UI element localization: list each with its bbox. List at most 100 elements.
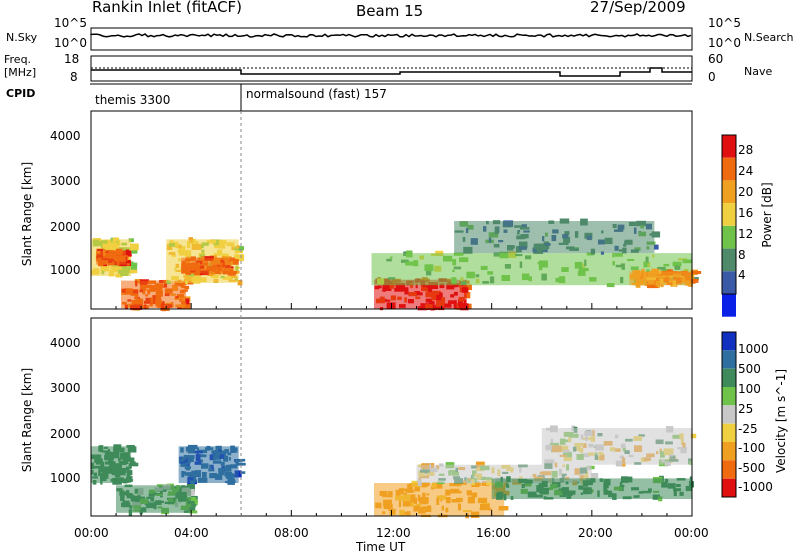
panel-frame-0	[90, 27, 693, 51]
power-cbar-tick-20: 20	[738, 185, 754, 199]
data-cell	[651, 231, 661, 238]
nave-trace	[91, 67, 692, 77]
power-cbar-tick-4: 4	[738, 268, 746, 282]
velocity-cbar-swatch	[722, 332, 736, 351]
data-cell	[230, 259, 239, 265]
data-cell	[187, 501, 195, 504]
data-patch	[178, 446, 239, 483]
data-cell	[690, 278, 699, 283]
power-cbar-swatch	[722, 180, 736, 204]
data-cell	[464, 292, 471, 299]
time-tick-4: 16:00	[476, 526, 511, 540]
velocity-cbar-swatch	[722, 460, 736, 479]
velocity-range-tick-2000: 2000	[50, 427, 81, 441]
data-cell	[130, 245, 136, 249]
noise-tick-left-top: 10^5	[54, 16, 87, 30]
data-cell	[591, 473, 599, 479]
freq-unit-label: [MHz]	[4, 66, 37, 79]
data-patch	[121, 280, 187, 309]
velocity-ylabel: Slant Range [km]	[20, 367, 34, 473]
time-tick-6: 00:00	[674, 526, 709, 540]
power-cbar-frame	[721, 134, 737, 295]
data-cell	[691, 271, 702, 274]
panel-frame-1	[90, 55, 693, 82]
nave-label: Nave	[744, 65, 773, 78]
data-cell	[129, 269, 138, 274]
data-cell	[184, 285, 190, 290]
data-patch	[181, 257, 232, 274]
data-cell	[186, 497, 196, 500]
data-cell	[234, 254, 245, 260]
power-cbar-tick-16: 16	[738, 206, 754, 220]
velocity-heatmap	[91, 425, 697, 519]
data-cell	[191, 504, 197, 507]
cpid-segment-2: normalsound (fast) 157	[246, 87, 387, 101]
time-tick-2: 08:00	[274, 526, 309, 540]
vel-cbar-tick-100: 100	[738, 382, 761, 396]
power-range-tick-1000: 1000	[50, 263, 81, 277]
velocity-cbar-swatch	[722, 387, 736, 406]
nsearch-label: N.Search	[744, 31, 794, 44]
velocity-cbar-frame	[721, 331, 737, 498]
power-range-tick-3000: 3000	[50, 174, 81, 188]
time-tick-3: 12:00	[376, 526, 411, 540]
beam-title: Beam 15	[356, 2, 424, 20]
power-cbar-tick-24: 24	[738, 164, 754, 178]
time-xlabel: Time UT	[356, 540, 406, 554]
vel-cbar-tick-25: 25	[738, 402, 754, 416]
station-title: Rankin Inlet (fitACF)	[92, 0, 243, 16]
power-cbar-tick-28: 28	[738, 143, 754, 157]
power-heatmap	[91, 218, 702, 312]
data-patch	[491, 478, 692, 499]
data-cell	[129, 461, 136, 464]
data-cell	[690, 433, 697, 439]
power-cbar-swatch	[722, 271, 736, 294]
velocity-cbar-label: Velocity [m s^-1]	[774, 368, 788, 474]
velocity-cbar-swatch	[722, 478, 736, 497]
data-cell	[127, 446, 137, 453]
colorbars	[721, 134, 737, 498]
vel-cbar-tick-1000: 1000	[738, 342, 769, 356]
vel-cbar-tick-minus25: -25	[738, 422, 758, 436]
noise-tick-right-bottom: 10^0	[708, 36, 741, 50]
data-patch	[454, 221, 655, 254]
data-cell	[188, 510, 198, 514]
data-cell	[234, 248, 243, 254]
freq-label: Freq.	[4, 53, 32, 66]
time-tick-5: 20:00	[578, 526, 613, 540]
data-cell	[235, 459, 243, 463]
cpid-segment-1: themis 3300	[95, 93, 171, 107]
data-cell	[236, 246, 244, 251]
date-title: 27/Sep/2009	[590, 0, 686, 16]
data-patch	[541, 428, 693, 465]
data-patch	[629, 271, 692, 286]
power-cbar-swatch	[722, 294, 736, 317]
noise-tick-left-bottom: 10^0	[54, 36, 87, 50]
vel-cbar-tick-500: 500	[738, 362, 761, 376]
data-patch	[91, 446, 132, 483]
velocity-cbar-swatch	[722, 368, 736, 387]
velocity-cbar-swatch	[722, 350, 736, 369]
data-cell	[236, 462, 246, 466]
noise-tick-right-top: 10^5	[708, 16, 741, 30]
data-cell	[653, 244, 659, 250]
data-cell	[128, 238, 134, 243]
freq-tick-right-bottom: 0	[708, 70, 716, 84]
power-range-tick-4000: 4000	[50, 129, 81, 143]
time-tick-0: 00:00	[74, 526, 109, 540]
power-cbar-swatch	[722, 157, 736, 181]
data-cell	[237, 280, 243, 286]
data-cell	[124, 252, 129, 256]
noise-trace	[90, 33, 692, 38]
freq-tick-left-top: 18	[64, 52, 80, 66]
cpid-label: CPID	[6, 87, 36, 100]
velocity-range-tick-3000: 3000	[50, 381, 81, 395]
freq-tick-right-top: 60	[708, 52, 724, 66]
vel-cbar-tick-minus1000: -1000	[738, 480, 773, 494]
velocity-range-tick-4000: 4000	[50, 336, 81, 350]
freq-tick-left-bottom: 8	[70, 70, 78, 84]
velocity-range-tick-1000: 1000	[50, 471, 81, 485]
vel-cbar-tick-minus500: -500	[738, 461, 766, 475]
velocity-cbar-swatch	[722, 423, 736, 442]
